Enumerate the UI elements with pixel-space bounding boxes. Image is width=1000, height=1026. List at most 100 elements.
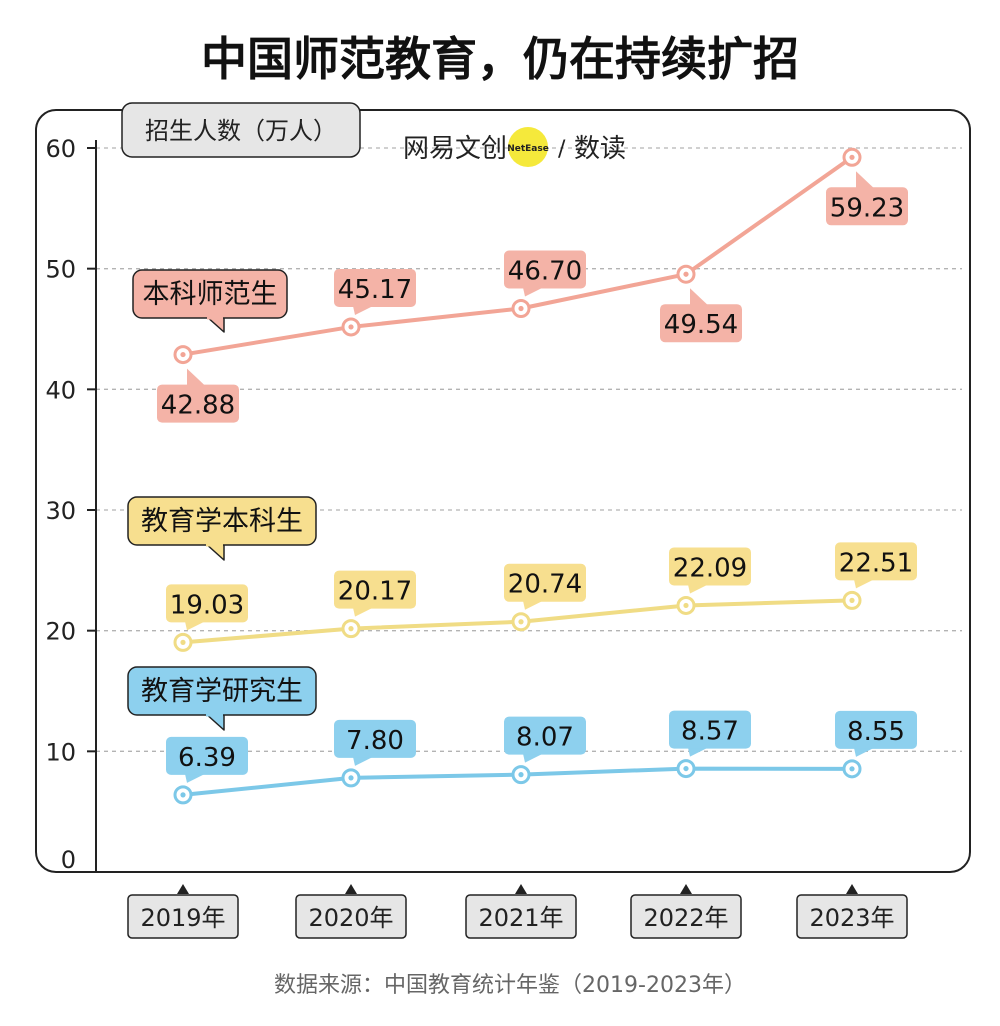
data-label-pointer bbox=[185, 773, 205, 783]
x-tick-marker bbox=[177, 884, 189, 894]
data-label-box bbox=[669, 547, 751, 586]
data-label: 46.70 bbox=[508, 256, 582, 286]
data-label-pointer bbox=[854, 747, 874, 757]
series-group: 19.03 20.17 20.74 22.09 22.51 教育学本科生 bbox=[127, 496, 917, 652]
data-label-pointer bbox=[353, 607, 373, 617]
x-tick-box bbox=[295, 894, 407, 939]
y-tick-label: 0 bbox=[61, 846, 76, 874]
chart-title: 中国师范教育，仍在持续扩招 bbox=[201, 32, 799, 86]
data-point-dot bbox=[518, 619, 524, 625]
data-label-box bbox=[835, 542, 917, 581]
data-label-box bbox=[504, 250, 586, 289]
y-axis-label-box bbox=[121, 102, 361, 158]
data-label-box bbox=[166, 584, 248, 623]
x-tick-box bbox=[796, 894, 908, 939]
data-point-dot bbox=[518, 305, 524, 312]
data-label-box bbox=[334, 268, 416, 307]
x-tick-marker bbox=[515, 884, 527, 894]
data-label: 22.51 bbox=[839, 548, 913, 578]
data-label: 8.55 bbox=[847, 717, 905, 747]
brand-logo: 网易文创 NetEase / 数读 bbox=[403, 127, 626, 167]
data-label: 22.09 bbox=[673, 553, 747, 583]
data-point-dot bbox=[348, 775, 354, 781]
data-point-dot bbox=[849, 597, 855, 603]
data-label-pointer bbox=[688, 747, 708, 757]
data-label-box bbox=[504, 716, 586, 755]
data-label: 20.17 bbox=[338, 577, 412, 607]
x-tick-box bbox=[630, 894, 742, 939]
x-axis-ticks: 2019年 2020年 2021年 2022年 2023年 bbox=[127, 884, 908, 939]
x-tick-box bbox=[127, 894, 239, 939]
y-tick-label: 50 bbox=[45, 256, 76, 284]
data-point-dot bbox=[849, 766, 855, 772]
data-point-dot bbox=[348, 626, 354, 632]
data-point-dot bbox=[849, 154, 855, 160]
y-tick-label: 40 bbox=[45, 376, 76, 404]
data-label: 59.23 bbox=[830, 193, 904, 223]
data-label: 20.74 bbox=[508, 570, 582, 600]
data-label: 8.57 bbox=[681, 717, 739, 747]
data-point-dot bbox=[180, 351, 186, 358]
x-tick-label: 2023年 bbox=[809, 904, 894, 932]
series-group: 6.39 7.80 8.07 8.57 8.55 教育学研究生 bbox=[127, 666, 917, 805]
data-label-box bbox=[660, 304, 742, 343]
x-tick-label: 2020年 bbox=[308, 904, 393, 932]
x-tick-marker bbox=[680, 884, 692, 894]
data-point-dot bbox=[180, 639, 186, 645]
x-tick-marker bbox=[846, 884, 858, 894]
data-source: 数据来源：中国教育统计年鉴（2019-2023年） bbox=[274, 973, 746, 998]
data-label-pointer bbox=[856, 171, 874, 189]
y-axis-label-text: 招生人数（万人） bbox=[145, 117, 337, 145]
data-point-dot bbox=[518, 772, 524, 778]
brand-logo-badge bbox=[508, 127, 548, 167]
data-label-box bbox=[835, 710, 917, 749]
data-label-box bbox=[334, 719, 416, 758]
x-tick-label: 2019年 bbox=[140, 904, 225, 932]
data-label-pointer bbox=[523, 753, 543, 763]
data-label-pointer bbox=[688, 584, 708, 594]
series-group: 42.88 45.17 46.70 49.54 59.23 本科师范生 bbox=[132, 147, 908, 423]
data-point-dot bbox=[180, 792, 186, 798]
y-axis-label: 招生人数（万人） bbox=[121, 102, 361, 158]
data-label-box bbox=[826, 187, 908, 226]
series-name: 本科师范生 bbox=[143, 279, 278, 310]
data-point-dot bbox=[348, 324, 354, 330]
data-label-box bbox=[157, 384, 239, 423]
y-tick-label: 10 bbox=[45, 738, 76, 766]
brand-logo-badge-text: NetEase bbox=[507, 144, 549, 154]
brand-logo-separator: / bbox=[558, 137, 566, 162]
series-name: 教育学本科生 bbox=[141, 506, 303, 537]
data-label-box bbox=[166, 736, 248, 775]
data-label: 6.39 bbox=[178, 743, 236, 773]
data-label-pointer bbox=[690, 288, 708, 306]
data-label-pointer bbox=[353, 305, 373, 315]
data-point-dot bbox=[683, 602, 689, 609]
data-label: 7.80 bbox=[346, 726, 404, 756]
data-label: 19.03 bbox=[170, 590, 244, 620]
x-tick-marker bbox=[345, 884, 357, 894]
data-label: 42.88 bbox=[161, 391, 235, 421]
data-label-pointer bbox=[187, 368, 205, 386]
data-label-box bbox=[334, 570, 416, 609]
data-label-box bbox=[504, 563, 586, 602]
y-tick-label: 60 bbox=[45, 135, 76, 163]
x-tick-label: 2021年 bbox=[478, 904, 563, 932]
data-label-pointer bbox=[185, 621, 205, 631]
y-tick-label: 30 bbox=[45, 497, 76, 525]
data-label-pointer bbox=[523, 600, 543, 610]
data-label: 45.17 bbox=[338, 275, 412, 305]
data-label-pointer bbox=[353, 756, 373, 766]
series: 42.88 45.17 46.70 49.54 59.23 本科师范生 19.03 20.17… bbox=[127, 147, 917, 805]
x-tick-label: 2022年 bbox=[643, 904, 728, 932]
data-label-box bbox=[669, 710, 751, 749]
brand-logo-text: 网易文创 bbox=[403, 134, 507, 164]
brand-logo-subtext: 数读 bbox=[574, 134, 626, 164]
y-tick-label: 20 bbox=[45, 618, 76, 646]
y-axis-ticks: 0 10 20 30 40 50 60 bbox=[45, 135, 96, 874]
x-tick-box bbox=[465, 894, 577, 939]
series-name: 教育学研究生 bbox=[141, 676, 303, 707]
data-label: 8.07 bbox=[516, 723, 574, 753]
data-label-pointer bbox=[523, 287, 543, 297]
